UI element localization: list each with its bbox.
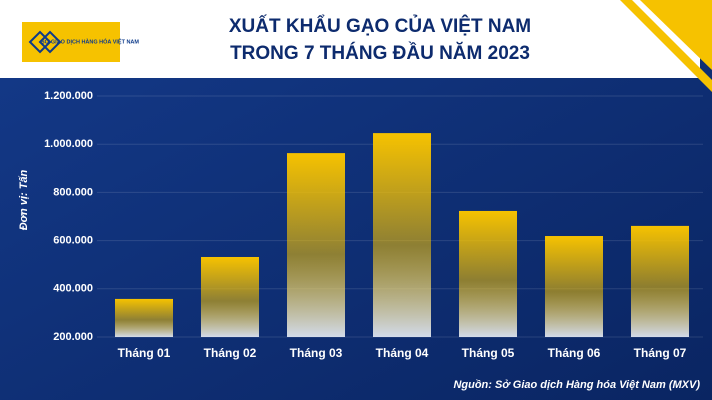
logo-box [22,22,120,62]
corner-stripe [640,0,712,70]
bar [115,298,173,337]
bar [459,210,517,337]
logo-text: SỞ GIAO DỊCH HÀNG HÓA VIỆT NAM [41,37,139,45]
y-tick-label: 200.000 [53,331,93,343]
x-tick-label: Tháng 05 [462,346,515,360]
x-tick-label: Tháng 06 [548,346,601,360]
x-tick-label: Tháng 04 [376,346,429,360]
bar [631,225,689,337]
bar [287,153,345,337]
chart-title: XUẤT KHẨU GẠO CỦA VIỆT NAM [229,15,531,37]
chart-subtitle: TRONG 7 THÁNG ĐẦU NĂM 2023 [230,42,530,64]
x-tick-label: Tháng 03 [290,346,343,360]
x-tick-label: Tháng 07 [634,346,687,360]
y-tick-label: 800.000 [53,186,93,198]
y-tick-label: 600.000 [53,235,93,247]
logo-icon [28,30,62,54]
x-tick-label: Tháng 01 [118,346,171,360]
y-tick-label: 1.200.000 [44,90,93,102]
y-tick-label: 1.000.000 [44,138,93,150]
corner-stripe [620,0,712,92]
y-axis-label: Đơn vị: Tấn [18,169,30,230]
bar [373,133,431,337]
y-tick-label: 400.000 [53,283,93,295]
source-note: Nguồn: Sở Giao dịch Hàng hóa Việt Nam (M… [453,379,700,391]
bar [201,256,259,337]
bar [545,236,603,337]
x-tick-label: Tháng 02 [204,346,257,360]
